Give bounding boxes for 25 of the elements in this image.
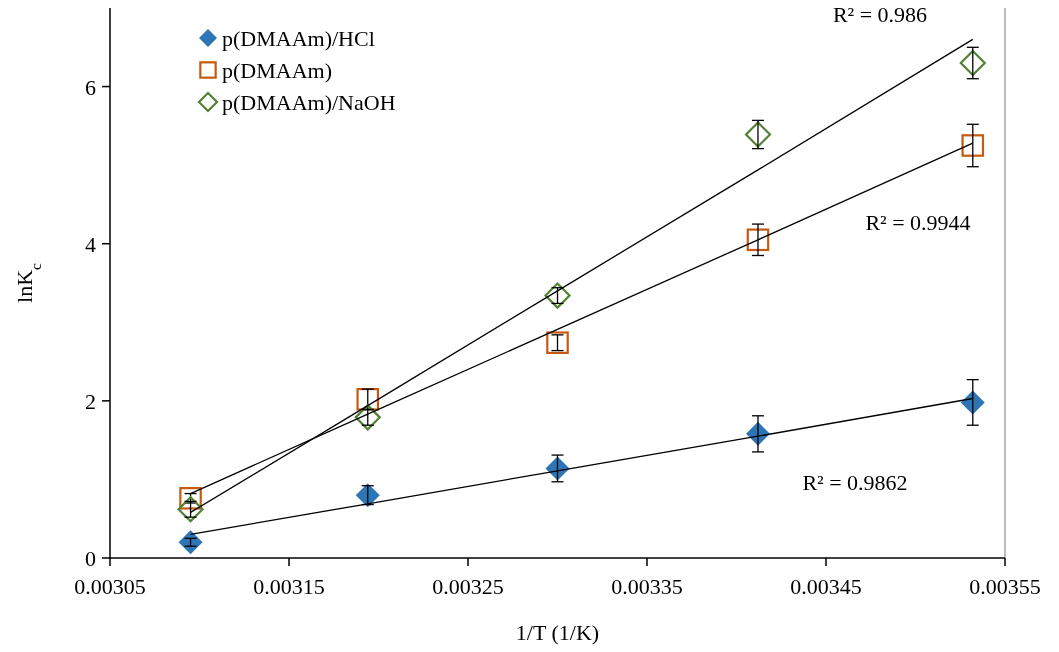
- x-tick-label: 0.00325: [432, 574, 504, 599]
- annotation: R² = 0.986: [832, 2, 928, 27]
- x-tick-label: 0.00315: [253, 574, 325, 599]
- point: [959, 49, 986, 77]
- y-tick-label: 0: [85, 546, 96, 571]
- annotation: R² = 0.9862: [802, 470, 908, 495]
- legend-label: p(DMAAm)/NaOH: [222, 90, 396, 115]
- point: [179, 486, 202, 510]
- y-tick-label: 6: [85, 74, 96, 100]
- point: [961, 134, 985, 157]
- x-tick-label: 0.00355: [969, 574, 1041, 599]
- y-tick-label: 2: [85, 388, 96, 414]
- x-axis-title: 1/T (1/K): [515, 620, 600, 645]
- point: [354, 404, 381, 431]
- legend-label: p(DMAAm)/HCl: [222, 26, 375, 51]
- point: [746, 228, 770, 252]
- x-tick-label: 0.00305: [74, 574, 146, 599]
- point: [744, 121, 772, 148]
- x-tick-label: 0.00335: [611, 574, 683, 599]
- x-tick-label: 0.00345: [790, 574, 862, 599]
- point: [177, 496, 204, 523]
- y-tick-label: 4: [85, 231, 96, 257]
- point: [544, 282, 571, 309]
- annotation: R² = 0.9944: [865, 210, 971, 235]
- legend-label: p(DMAAm): [222, 58, 332, 83]
